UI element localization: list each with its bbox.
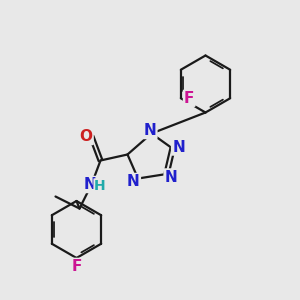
Text: O: O [80,129,93,144]
Text: N: N [84,177,96,192]
Text: N: N [144,123,156,138]
Text: H: H [94,179,106,193]
Text: N: N [127,174,140,189]
Text: N: N [172,140,185,154]
Text: F: F [71,259,82,274]
Text: N: N [165,169,177,184]
Text: F: F [184,91,194,106]
